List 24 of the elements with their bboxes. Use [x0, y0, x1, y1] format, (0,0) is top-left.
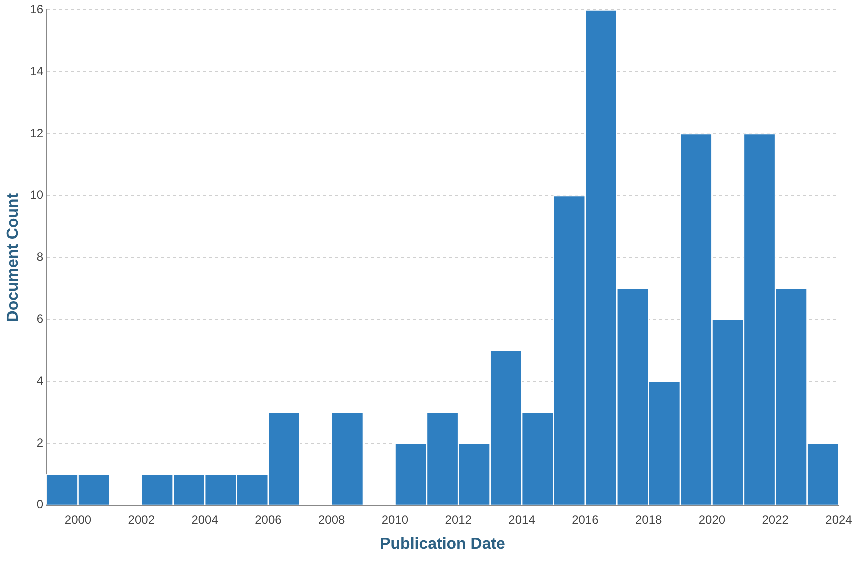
- y-tick-label: 0: [36, 498, 44, 512]
- x-tick-label: 2014: [508, 512, 536, 527]
- x-tick-label: 2000: [64, 512, 92, 527]
- y-tick-label: 10: [30, 188, 44, 202]
- x-tick-label: 2010: [382, 512, 409, 527]
- x-tick-label: 2018: [635, 512, 662, 527]
- x-tick-label: 2012: [445, 512, 472, 527]
- y-tick-label: 16: [30, 2, 44, 17]
- y-tick-label: 8: [36, 250, 44, 264]
- x-tick-label: 2008: [318, 512, 346, 527]
- y-tick-label: 4: [36, 374, 44, 388]
- y-tick-label: 14: [30, 64, 44, 78]
- x-tick-label: 2024: [826, 512, 853, 527]
- y-tick-label: 2: [36, 436, 44, 450]
- x-tick-label: 2006: [255, 512, 282, 527]
- y-axis-title: Document Count: [5, 192, 22, 322]
- y-tick-label: 6: [36, 312, 44, 326]
- x-tick-label: 2022: [762, 512, 790, 527]
- x-tick-label: 2002: [128, 512, 156, 527]
- x-tick-label: 2020: [698, 512, 726, 527]
- y-tick-label: 12: [30, 126, 44, 140]
- x-tick-label: 2016: [572, 512, 600, 527]
- x-tick-label: 2004: [192, 512, 219, 527]
- x-axis-title: Publication Date: [380, 536, 506, 553]
